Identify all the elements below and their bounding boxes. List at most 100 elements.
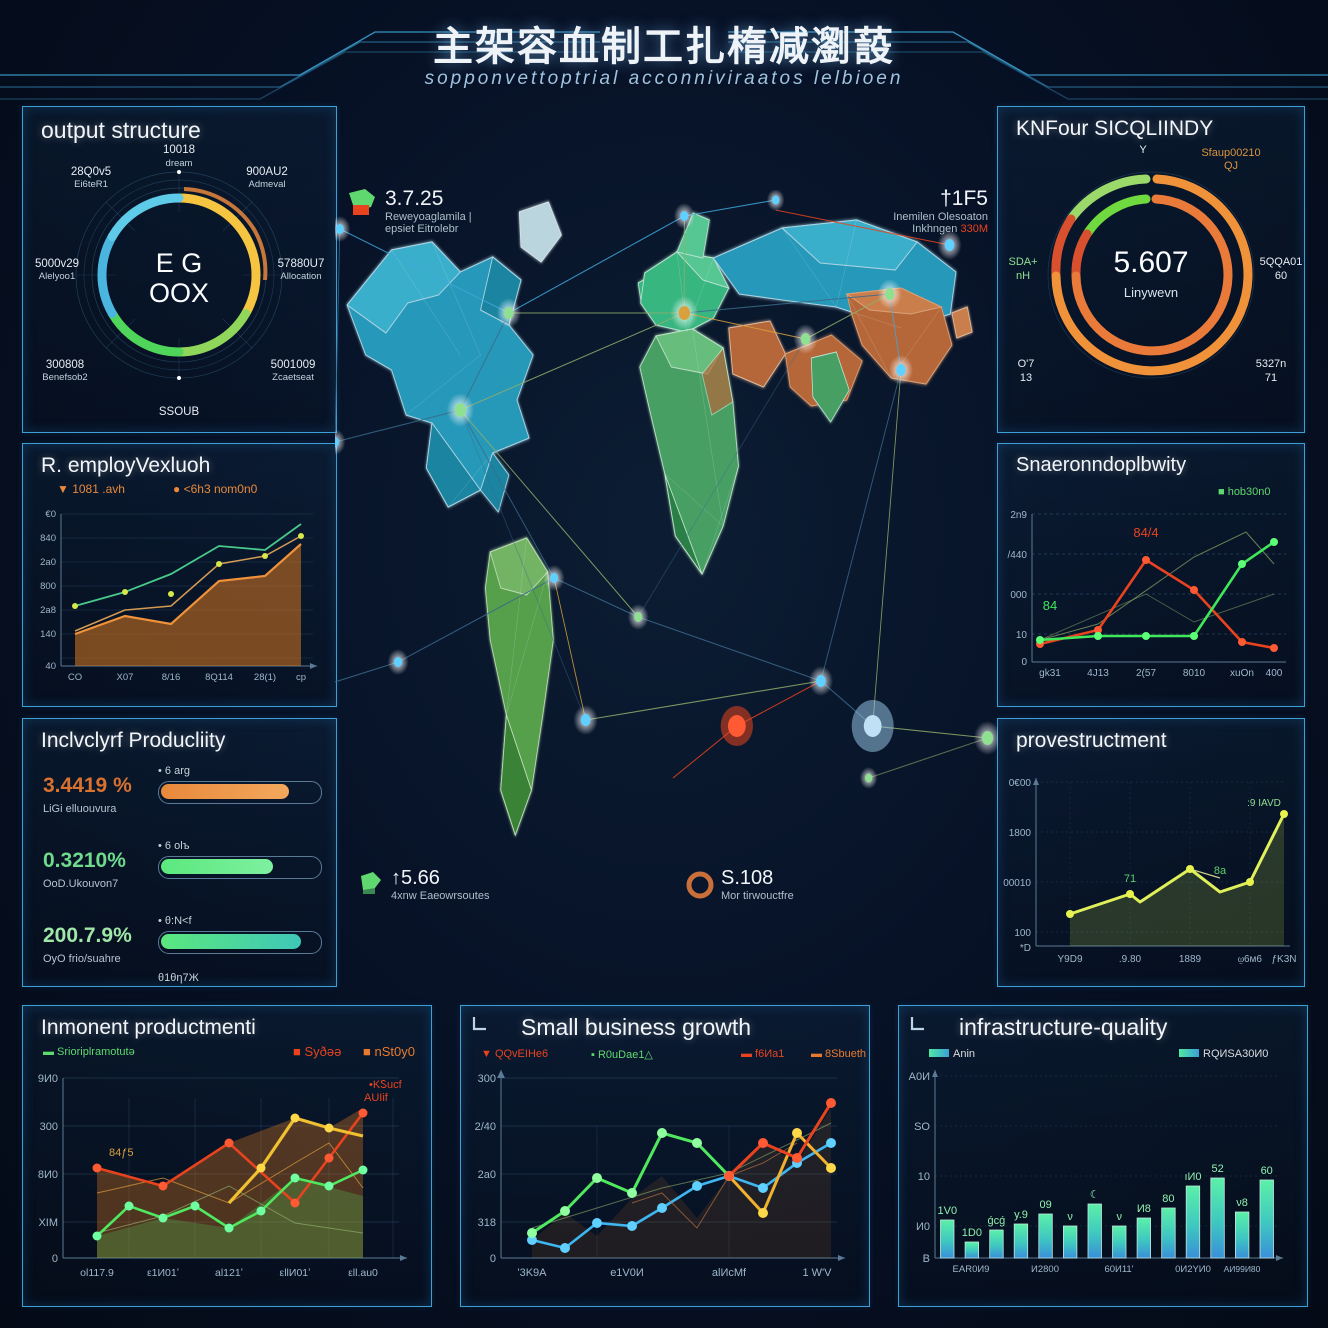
- svg-text:84ƒ5: 84ƒ5: [109, 1147, 133, 1159]
- svg-text:EAR0И9: EAR0И9: [953, 1264, 990, 1275]
- svg-text:71: 71: [1265, 372, 1277, 384]
- svg-text:8И0: 8И0: [38, 1169, 58, 1181]
- svg-text:8a: 8a: [1214, 865, 1227, 877]
- svg-text:ν8: ν8: [1236, 1197, 1248, 1209]
- svg-text:5000v29: 5000v29: [35, 258, 79, 270]
- svg-text:0И2YИ0: 0И2YИ0: [1175, 1264, 1211, 1275]
- svg-text:5001009: 5001009: [271, 359, 316, 371]
- svg-text:OOX: OOX: [149, 278, 209, 308]
- svg-text:28(1): 28(1): [254, 672, 276, 683]
- svg-text:80: 80: [1162, 1193, 1174, 1205]
- svg-text:8010: 8010: [1183, 668, 1206, 679]
- svg-text:57880U7: 57880U7: [278, 258, 325, 270]
- svg-text:AИ99И80: AИ99И80: [1224, 1264, 1261, 1274]
- svg-text:AUIif: AUIif: [364, 1092, 389, 1104]
- svg-text:ıИ0: ıИ0: [1184, 1171, 1201, 1183]
- svg-text:300: 300: [478, 1073, 496, 1085]
- svg-text:60И11': 60И11': [1104, 1264, 1133, 1275]
- svg-text:000: 000: [1010, 590, 1027, 601]
- svg-text:9И0: 9И0: [38, 1073, 58, 1085]
- svg-text:2a8: 2a8: [40, 605, 56, 616]
- svg-text:Benefsob2: Benefsob2: [42, 372, 87, 383]
- svg-text:400: 400: [1266, 668, 1283, 679]
- svg-text:0: 0: [1021, 657, 1027, 668]
- svg-text:ε1И01ʼ: ε1И01ʼ: [147, 1267, 179, 1279]
- svg-text:2a0: 2a0: [40, 557, 56, 568]
- svg-text:4J13: 4J13: [1087, 668, 1109, 679]
- svg-text:В: В: [923, 1253, 930, 1265]
- svg-text:Y: Y: [1139, 144, 1147, 156]
- svg-text:e1V0И: e1V0И: [610, 1267, 644, 1279]
- svg-text:Y9D9: Y9D9: [1057, 954, 1082, 965]
- svg-text:SSOUB: SSOUB: [159, 406, 200, 418]
- svg-text:5.607: 5.607: [1113, 246, 1188, 279]
- svg-text:⍹6м6: ⍹6м6: [1238, 954, 1262, 965]
- svg-text:2/40: 2/40: [475, 1121, 496, 1133]
- svg-text:2(57: 2(57: [1136, 668, 1156, 679]
- svg-text:O'7: O'7: [1018, 358, 1035, 370]
- svg-text:300: 300: [40, 1121, 58, 1133]
- svg-text:52: 52: [1211, 1163, 1223, 1175]
- svg-text:140: 140: [40, 629, 56, 640]
- svg-text:28Q0v5: 28Q0v5: [71, 166, 111, 178]
- svg-text:ν: ν: [1067, 1211, 1073, 1223]
- svg-text:8Q114: 8Q114: [205, 672, 233, 683]
- svg-text:y.9: y.9: [1014, 1209, 1028, 1221]
- svg-text:al121ʼ: al121ʼ: [215, 1267, 243, 1279]
- svg-text:00010: 00010: [1003, 878, 1031, 889]
- svg-text:ǵcǵ: ǵcǵ: [988, 1215, 1006, 1227]
- svg-text:X07: X07: [117, 672, 134, 683]
- svg-text:5327n: 5327n: [1256, 358, 1287, 370]
- svg-text:1 W'V: 1 W'V: [803, 1267, 833, 1279]
- svg-text:CO: CO: [68, 672, 82, 683]
- svg-text:€0: €0: [45, 509, 56, 520]
- svg-text:ol117.9: ol117.9: [80, 1267, 114, 1279]
- svg-text:XIM: XIM: [38, 1217, 58, 1229]
- svg-text:gk31: gk31: [1039, 668, 1061, 679]
- svg-text:8/16: 8/16: [162, 672, 181, 683]
- svg-text:71: 71: [1124, 873, 1136, 885]
- svg-text:0: 0: [52, 1253, 58, 1265]
- svg-text:И8: И8: [1137, 1203, 1151, 1215]
- svg-text:318: 318: [478, 1217, 496, 1229]
- svg-text:Sfaup00210: Sfaup00210: [1201, 147, 1260, 159]
- svg-text:ν: ν: [1117, 1211, 1123, 1223]
- svg-text:84/4: 84/4: [1133, 525, 1158, 540]
- svg-text:10: 10: [1016, 630, 1028, 641]
- svg-text:εll.au0: εll.au0: [348, 1267, 378, 1279]
- svg-text:2n9: 2n9: [1010, 510, 1027, 521]
- svg-text:А0И: А0И: [909, 1071, 930, 1083]
- svg-text:QJ: QJ: [1224, 160, 1238, 172]
- svg-text:И2800: И2800: [1031, 1264, 1059, 1275]
- svg-text:60: 60: [1261, 1165, 1273, 1177]
- svg-text:Ei6teR1: Ei6teR1: [74, 179, 108, 190]
- svg-text:'3K9A: '3K9A: [517, 1267, 547, 1279]
- svg-text:dream: dream: [166, 158, 193, 169]
- svg-text:1D0: 1D0: [962, 1227, 982, 1239]
- svg-text:800: 800: [40, 581, 56, 592]
- svg-text:5QQA01: 5QQA01: [1260, 256, 1303, 268]
- svg-text:Allocation: Allocation: [280, 271, 321, 282]
- svg-text:84: 84: [1043, 598, 1057, 613]
- svg-text:0: 0: [490, 1253, 496, 1265]
- svg-text:100: 100: [1014, 928, 1031, 939]
- svg-text:nH: nH: [1016, 270, 1030, 282]
- svg-text:☾: ☾: [1090, 1189, 1100, 1201]
- svg-text:40: 40: [45, 661, 56, 672]
- svg-text:13: 13: [1020, 372, 1032, 384]
- svg-text:*D: *D: [1020, 943, 1031, 954]
- svg-text:10018: 10018: [163, 144, 195, 156]
- svg-text:60: 60: [1275, 270, 1287, 282]
- svg-text:300808: 300808: [46, 359, 84, 371]
- svg-text:cp: cp: [296, 672, 306, 683]
- svg-text:alИcMf: alИcMf: [712, 1267, 747, 1279]
- svg-text:•KᏚucf: •KᏚucf: [369, 1079, 403, 1091]
- svg-text:Admeval: Admeval: [249, 179, 286, 190]
- svg-text:/440: /440: [1008, 550, 1028, 561]
- svg-text:E G: E G: [156, 248, 203, 278]
- svg-text:10: 10: [918, 1171, 930, 1183]
- svg-text:840: 840: [40, 533, 56, 544]
- svg-text:09: 09: [1039, 1199, 1051, 1211]
- svg-text:ƒK3N: ƒK3N: [1271, 954, 1296, 965]
- svg-text:2a0: 2a0: [478, 1169, 496, 1181]
